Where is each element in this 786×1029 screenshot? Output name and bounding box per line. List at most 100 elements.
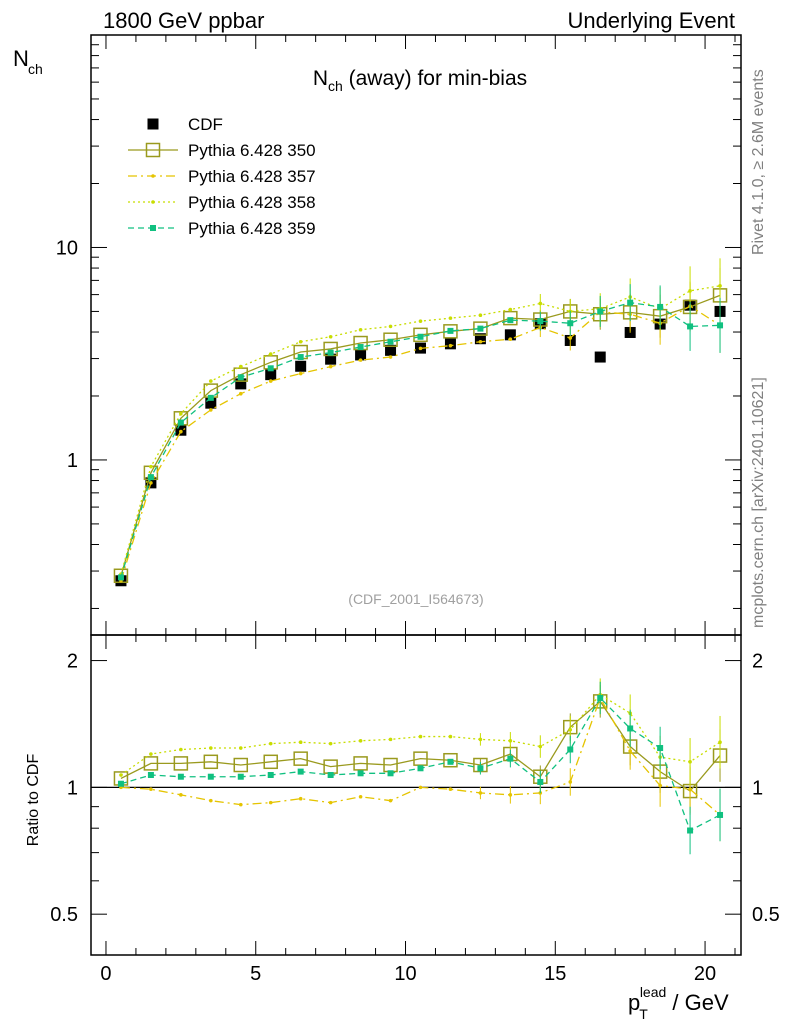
ratio-point-pythia-6-428-350 — [443, 752, 458, 768]
ratio-point-pythia-6-428-359 — [387, 770, 394, 777]
ratio-point-pythia-6-428-358 — [328, 741, 333, 746]
ratio-line-pythia-6-428-350 — [120, 700, 721, 792]
point-pythia-6-428-358 — [238, 364, 243, 369]
ratio-point-pythia-6-428-358 — [688, 760, 692, 764]
point-pythia-6-428-358 — [448, 316, 453, 320]
point-pythia-6-428-359 — [597, 308, 604, 315]
svg-text:ch: ch — [28, 61, 43, 77]
ratio-point-pythia-6-428-358 — [568, 727, 573, 732]
ratio-point-pythia-6-428-357 — [298, 796, 303, 801]
legend-label-pythia-6-428-359: Pythia 6.428 359 — [188, 219, 316, 238]
ratio-point-pythia-6-428-350 — [203, 754, 219, 770]
point-pythia-6-428-359 — [267, 365, 274, 372]
point-pythia-6-428-357 — [238, 391, 243, 396]
legend-label-pythia-6-428-350: Pythia 6.428 350 — [188, 141, 316, 160]
point-cdf — [325, 353, 337, 365]
point-pythia-6-428-358 — [418, 319, 423, 323]
point-pythia-6-428-359 — [447, 327, 454, 334]
point-cdf — [265, 369, 277, 381]
ratio-point-pythia-6-428-358 — [179, 747, 183, 752]
legend-label-pythia-6-428-358: Pythia 6.428 358 — [188, 193, 316, 212]
ratio-point-pythia-6-428-358 — [448, 734, 453, 739]
point-cdf — [504, 329, 516, 341]
ratio-point-pythia-6-428-359 — [177, 773, 184, 780]
legend-marker-pythia-6-428-357 — [151, 174, 155, 178]
point-pythia-6-428-357 — [298, 371, 303, 376]
ratio-point-pythia-6-428-359 — [687, 827, 694, 834]
ratio-point-pythia-6-428-350 — [413, 751, 428, 766]
point-pythia-6-428-358 — [718, 284, 722, 288]
point-pythia-6-428-350 — [443, 324, 458, 339]
point-pythia-6-428-359 — [687, 323, 694, 330]
svg-text:N: N — [13, 46, 29, 71]
point-pythia-6-428-359 — [387, 338, 394, 345]
point-pythia-6-428-357 — [478, 339, 483, 344]
point-pythia-6-428-359 — [477, 325, 484, 332]
ratio-point-pythia-6-428-359 — [627, 725, 634, 732]
point-pythia-6-428-359 — [357, 344, 364, 351]
ratio-y-tick-label: 2 — [67, 651, 78, 673]
ratio-point-pythia-6-428-357 — [209, 798, 213, 803]
legend-marker-pythia-6-428-358 — [151, 200, 155, 204]
point-pythia-6-428-357 — [358, 358, 363, 362]
ratio-y-tick-label-right: 0.5 — [752, 904, 780, 926]
ratio-point-pythia-6-428-357 — [658, 783, 662, 788]
ratio-point-pythia-6-428-358 — [238, 746, 243, 750]
point-pythia-6-428-359 — [717, 322, 724, 329]
series-line-pythia-6-428-359 — [120, 301, 721, 578]
ratio-y-tick-label: 1 — [67, 777, 78, 799]
point-pythia-6-428-357 — [448, 343, 453, 348]
point-cdf — [474, 333, 486, 345]
ratio-point-pythia-6-428-359 — [717, 811, 724, 818]
ratio-point-pythia-6-428-358 — [478, 737, 483, 742]
ratio-point-pythia-6-428-350 — [293, 751, 308, 766]
point-pythia-6-428-359 — [237, 374, 244, 381]
ratio-point-pythia-6-428-357 — [238, 802, 243, 807]
ratio-point-pythia-6-428-359 — [267, 771, 274, 778]
y-tick-label: 10 — [56, 237, 78, 259]
ratio-point-pythia-6-428-350 — [353, 756, 368, 771]
ratio-point-pythia-6-428-359 — [117, 780, 124, 787]
point-pythia-6-428-359 — [507, 317, 514, 324]
x-tick-label: 5 — [250, 963, 261, 985]
point-pythia-6-428-359 — [117, 574, 124, 581]
point-pythia-6-428-357 — [508, 337, 513, 342]
ratio-y-tick-label-right: 2 — [752, 651, 763, 673]
ratio-point-pythia-6-428-350 — [263, 754, 278, 770]
ratio-point-pythia-6-428-357 — [568, 780, 573, 784]
point-pythia-6-428-357 — [418, 346, 423, 351]
ratio-point-pythia-6-428-357 — [328, 800, 333, 805]
point-pythia-6-428-358 — [358, 327, 363, 332]
ratio-point-pythia-6-428-358 — [718, 740, 722, 745]
point-pythia-6-428-350 — [383, 332, 398, 347]
point-pythia-6-428-358 — [179, 411, 183, 416]
point-pythia-6-428-358 — [688, 289, 692, 293]
ratio-point-pythia-6-428-359 — [477, 765, 484, 772]
ratio-point-pythia-6-428-358 — [298, 740, 303, 745]
axes: 0 5 10 15 20 1 10 0.5 0.5 1 1 2 2 — [50, 35, 780, 985]
legend-label-pythia-6-428-357: Pythia 6.428 357 — [188, 167, 316, 186]
ratio-point-pythia-6-428-359 — [237, 773, 244, 780]
ratio-plot-marks — [91, 678, 741, 855]
point-pythia-6-428-357 — [149, 481, 153, 485]
ratio-point-pythia-6-428-359 — [327, 771, 334, 778]
ratio-point-pythia-6-428-358 — [149, 752, 153, 756]
ratio-point-pythia-6-428-357 — [688, 787, 692, 792]
y-tick-label: 1 — [67, 450, 78, 472]
ratio-point-pythia-6-428-359 — [567, 746, 574, 753]
point-pythia-6-428-358 — [478, 313, 483, 317]
x-tick-label: 15 — [544, 963, 566, 985]
point-pythia-6-428-350 — [503, 310, 518, 326]
point-pythia-6-428-359 — [537, 318, 544, 325]
point-pythia-6-428-358 — [388, 324, 393, 329]
side-label-mcplots: mcplots.cern.ch [arXiv:2401.10621] — [750, 377, 767, 628]
point-pythia-6-428-359 — [327, 349, 334, 356]
ratio-point-pythia-6-428-358 — [538, 744, 543, 749]
point-pythia-6-428-359 — [627, 299, 634, 306]
point-pythia-6-428-359 — [297, 354, 304, 361]
point-pythia-6-428-359 — [567, 320, 574, 327]
point-pythia-6-428-358 — [149, 464, 153, 469]
ratio-line-pythia-6-428-358 — [120, 693, 721, 776]
point-cdf — [385, 344, 397, 356]
